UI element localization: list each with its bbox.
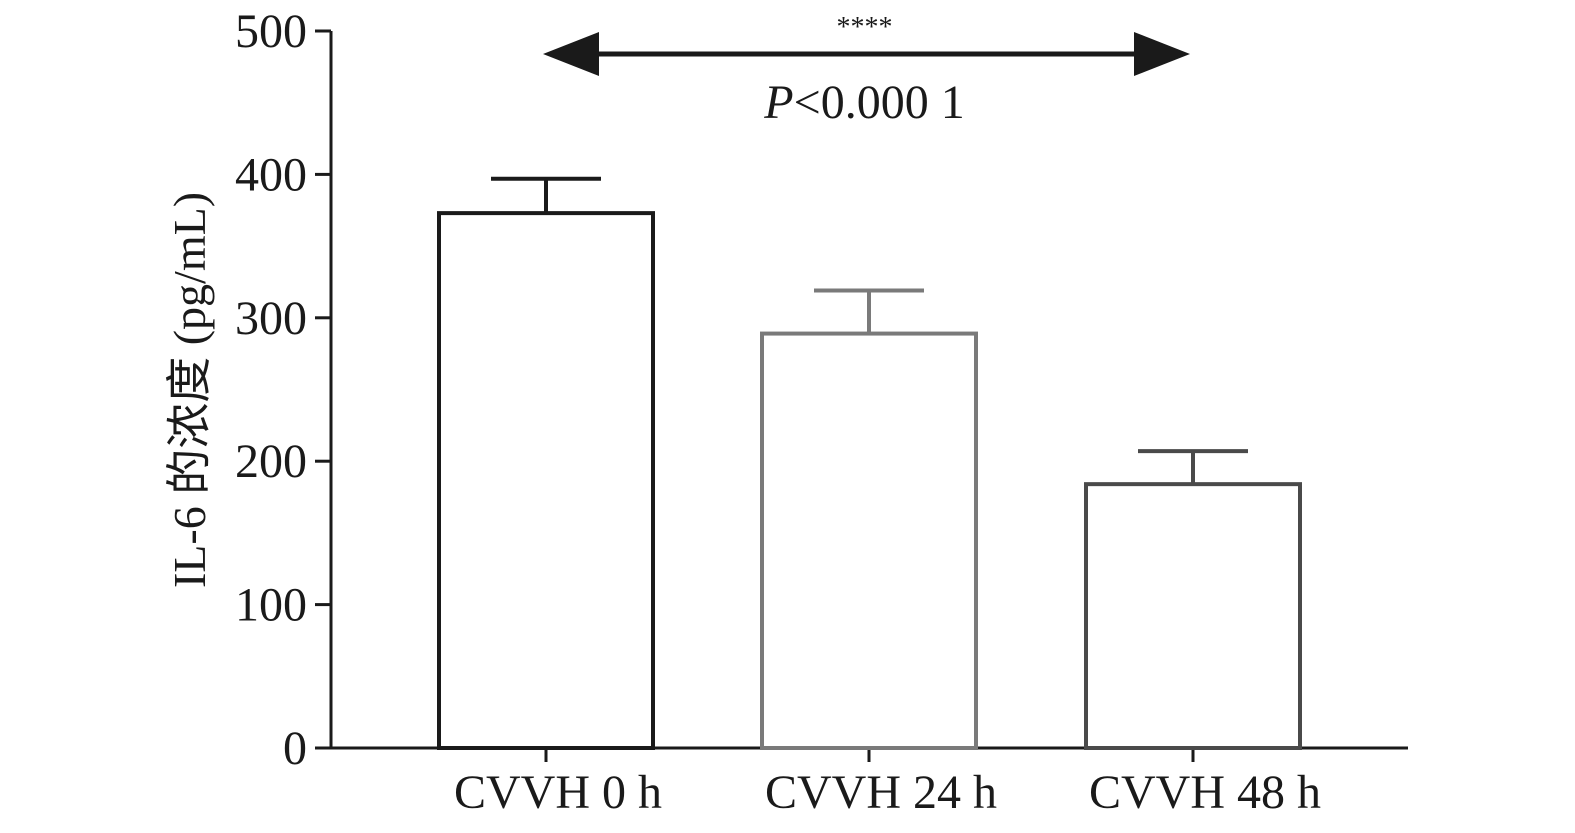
bars-layer — [437, 176, 1302, 751]
y-tick-label: 400 — [235, 148, 307, 201]
significance-stars: **** — [837, 12, 893, 43]
annotation-layer: **** P<0.000 1 — [543, 12, 1190, 129]
y-tick-label: 0 — [283, 722, 307, 775]
bar — [1084, 482, 1302, 750]
y-tick-label: 200 — [235, 435, 307, 488]
bar — [760, 331, 978, 750]
x-tick-label: CVVH 0 h — [454, 766, 662, 819]
x-tick-label: CVVH 24 h — [765, 766, 997, 819]
axes-layer: 0 100 200 300 400 500 CVVH 0 h CVVH 24 h CVVH 48… — [235, 5, 1408, 819]
y-axis-label: IL-6 的浓度 (pg/mL) — [164, 192, 215, 588]
p-value-letter: P — [763, 76, 793, 129]
y-tick-label: 500 — [235, 5, 307, 58]
y-tick-label: 300 — [235, 292, 307, 345]
arrow-head-right — [1134, 32, 1190, 76]
arrow-head-left — [543, 32, 599, 76]
y-tick-label: 100 — [235, 579, 307, 632]
p-value-number: <0.000 1 — [794, 76, 965, 129]
bar — [437, 211, 655, 751]
x-tick-label: CVVH 48 h — [1089, 766, 1321, 819]
p-value-label: P<0.000 1 — [763, 76, 964, 129]
